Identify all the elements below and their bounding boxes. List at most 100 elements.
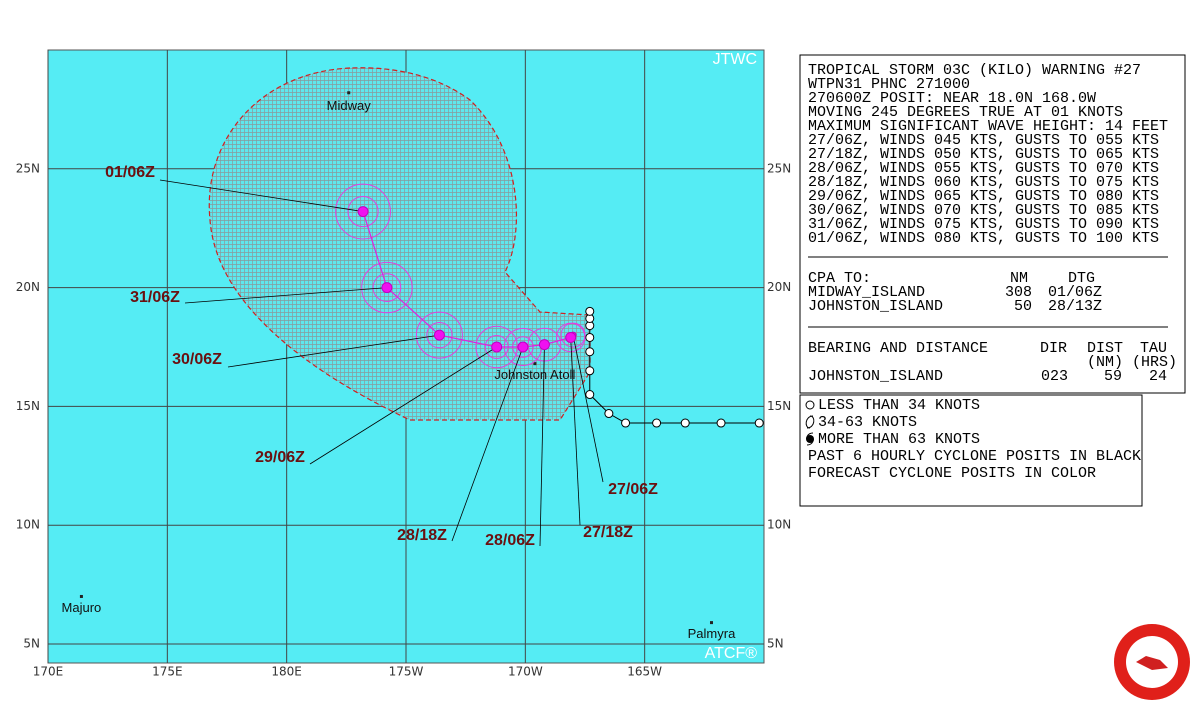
lat-tick-label: 15N — [16, 399, 40, 413]
past-position — [585, 347, 595, 357]
forecast-position — [381, 282, 393, 294]
bearing-cell: 24 — [1149, 368, 1167, 385]
time-label: 28/06Z — [485, 532, 535, 549]
wind-radius — [372, 273, 402, 302]
lat-tick-label: 15N — [767, 399, 791, 413]
legend-label: LESS THAN 34 KNOTS — [818, 397, 980, 414]
wind-radius — [361, 261, 413, 314]
past-position — [621, 418, 631, 428]
forecast-position — [357, 206, 369, 218]
wind-radius — [555, 322, 586, 353]
time-label: 28/18Z — [397, 527, 447, 544]
legend-symbol — [805, 400, 815, 410]
warning-line: 27/18Z, WINDS 050 KTS, GUSTS TO 065 KTS — [808, 146, 1159, 163]
cpa-cell: JOHNSTON_ISLAND — [808, 298, 943, 315]
logo — [1114, 624, 1190, 700]
past-position — [585, 390, 595, 400]
bearing-header: DIR — [1040, 340, 1067, 357]
legend-label: MORE THAN 63 KNOTS — [818, 431, 980, 448]
cpa-cell: 308 — [1005, 284, 1032, 301]
lat-tick-label: 25N — [767, 161, 791, 175]
warning-line: 270600Z POSIT: NEAR 18.0N 168.0W — [808, 90, 1096, 107]
past-position — [585, 332, 595, 342]
past-position — [585, 306, 595, 316]
bearing-cell: 023 — [1041, 368, 1068, 385]
cpa-cell: 01/06Z — [1048, 284, 1102, 301]
warning-line: 28/18Z, WINDS 060 KTS, GUSTS TO 075 KTS — [808, 174, 1159, 191]
cpa-cell: 28/13Z — [1048, 298, 1102, 315]
bearing-cell: JOHNSTON_ISLAND — [808, 368, 943, 385]
cpa-header: CPA TO: — [808, 270, 871, 287]
lat-tick-label: 20N — [767, 280, 791, 294]
warning-line: TROPICAL STORM 03C (KILO) WARNING #27 — [808, 62, 1141, 79]
place-marker — [533, 362, 537, 366]
bearing-header: TAU — [1140, 340, 1167, 357]
bearing-units: (NM) — [1087, 354, 1123, 371]
time-label: 31/06Z — [130, 289, 180, 306]
legend-symbol — [806, 432, 814, 446]
lon-tick-label: 165W — [627, 665, 662, 679]
wind-radius — [335, 183, 391, 240]
warning-line: 27/06Z, WINDS 045 KTS, GUSTS TO 055 KTS — [808, 132, 1159, 149]
forecast-position — [565, 331, 577, 343]
badge: ATCF® — [705, 645, 758, 662]
badge: JTWC — [713, 51, 757, 68]
forecast-position — [538, 339, 550, 351]
warning-line: 31/06Z, WINDS 075 KTS, GUSTS TO 090 KTS — [808, 216, 1159, 233]
bearing-cell: 59 — [1104, 368, 1122, 385]
legend-label: 34-63 KNOTS — [818, 414, 917, 431]
lat-tick-label: 25N — [16, 161, 40, 175]
lat-tick-label: 5N — [23, 636, 40, 650]
place-label: Majuro — [62, 600, 102, 615]
place-marker — [347, 91, 351, 95]
time-label: 30/06Z — [172, 351, 222, 368]
leader-line — [572, 335, 604, 483]
place-marker — [709, 621, 713, 625]
warning-line: 29/06Z, WINDS 065 KTS, GUSTS TO 080 KTS — [808, 188, 1159, 205]
time-label: 01/06Z — [105, 164, 155, 181]
time-label: 27/06Z — [608, 481, 658, 498]
cpa-cell: MIDWAY_ISLAND — [808, 284, 925, 301]
bearing-header: BEARING AND DISTANCE — [808, 340, 988, 357]
wind-radius — [347, 195, 379, 228]
wind-radius — [426, 321, 453, 349]
leader-line — [309, 346, 497, 465]
lon-tick-label: 170W — [508, 665, 543, 679]
cpa-cell: 50 — [1014, 298, 1032, 315]
past-position — [585, 366, 595, 376]
leader-line — [184, 287, 387, 304]
legend-symbol — [806, 435, 814, 443]
lat-tick-label: 5N — [767, 636, 784, 650]
place-label: Johnston Atoll — [494, 367, 575, 382]
legend-label: PAST 6 HOURLY CYCLONE POSITS IN BLACK — [808, 448, 1141, 465]
forecast-position — [491, 341, 503, 353]
warning-line: MAXIMUM SIGNIFICANT WAVE HEIGHT: 14 FEET — [808, 118, 1168, 135]
past-position — [604, 409, 614, 419]
place-label: Palmyra — [688, 626, 736, 641]
lat-tick-label: 20N — [16, 280, 40, 294]
place-label: Midway — [327, 98, 372, 113]
place-marker — [79, 594, 83, 598]
forecast-position — [433, 329, 445, 341]
warning-line: MOVING 245 DEGREES TRUE AT 01 KNOTS — [808, 104, 1123, 121]
lat-tick-label: 10N — [767, 518, 791, 532]
legend-label: FORECAST CYCLONE POSITS IN COLOR — [808, 465, 1096, 482]
forecast-position — [517, 341, 529, 353]
leader-line — [570, 337, 581, 526]
lon-tick-label: 175W — [389, 665, 424, 679]
danger-area — [208, 67, 591, 421]
past-position — [680, 418, 690, 428]
past-position — [652, 418, 662, 428]
time-label: 29/06Z — [255, 449, 305, 466]
warning-line: 28/06Z, WINDS 055 KTS, GUSTS TO 070 KTS — [808, 160, 1159, 177]
legend-box — [799, 394, 1143, 507]
legend-symbol — [805, 415, 815, 429]
time-label: 27/18Z — [583, 524, 633, 541]
warning-line: 01/06Z, WINDS 080 KTS, GUSTS TO 100 KTS — [808, 230, 1159, 247]
leader-line — [539, 344, 545, 547]
lat-tick-label: 10N — [16, 518, 40, 532]
bearing-units: (HRS) — [1132, 354, 1177, 371]
leader-line — [159, 179, 364, 212]
wind-radius — [415, 311, 463, 359]
